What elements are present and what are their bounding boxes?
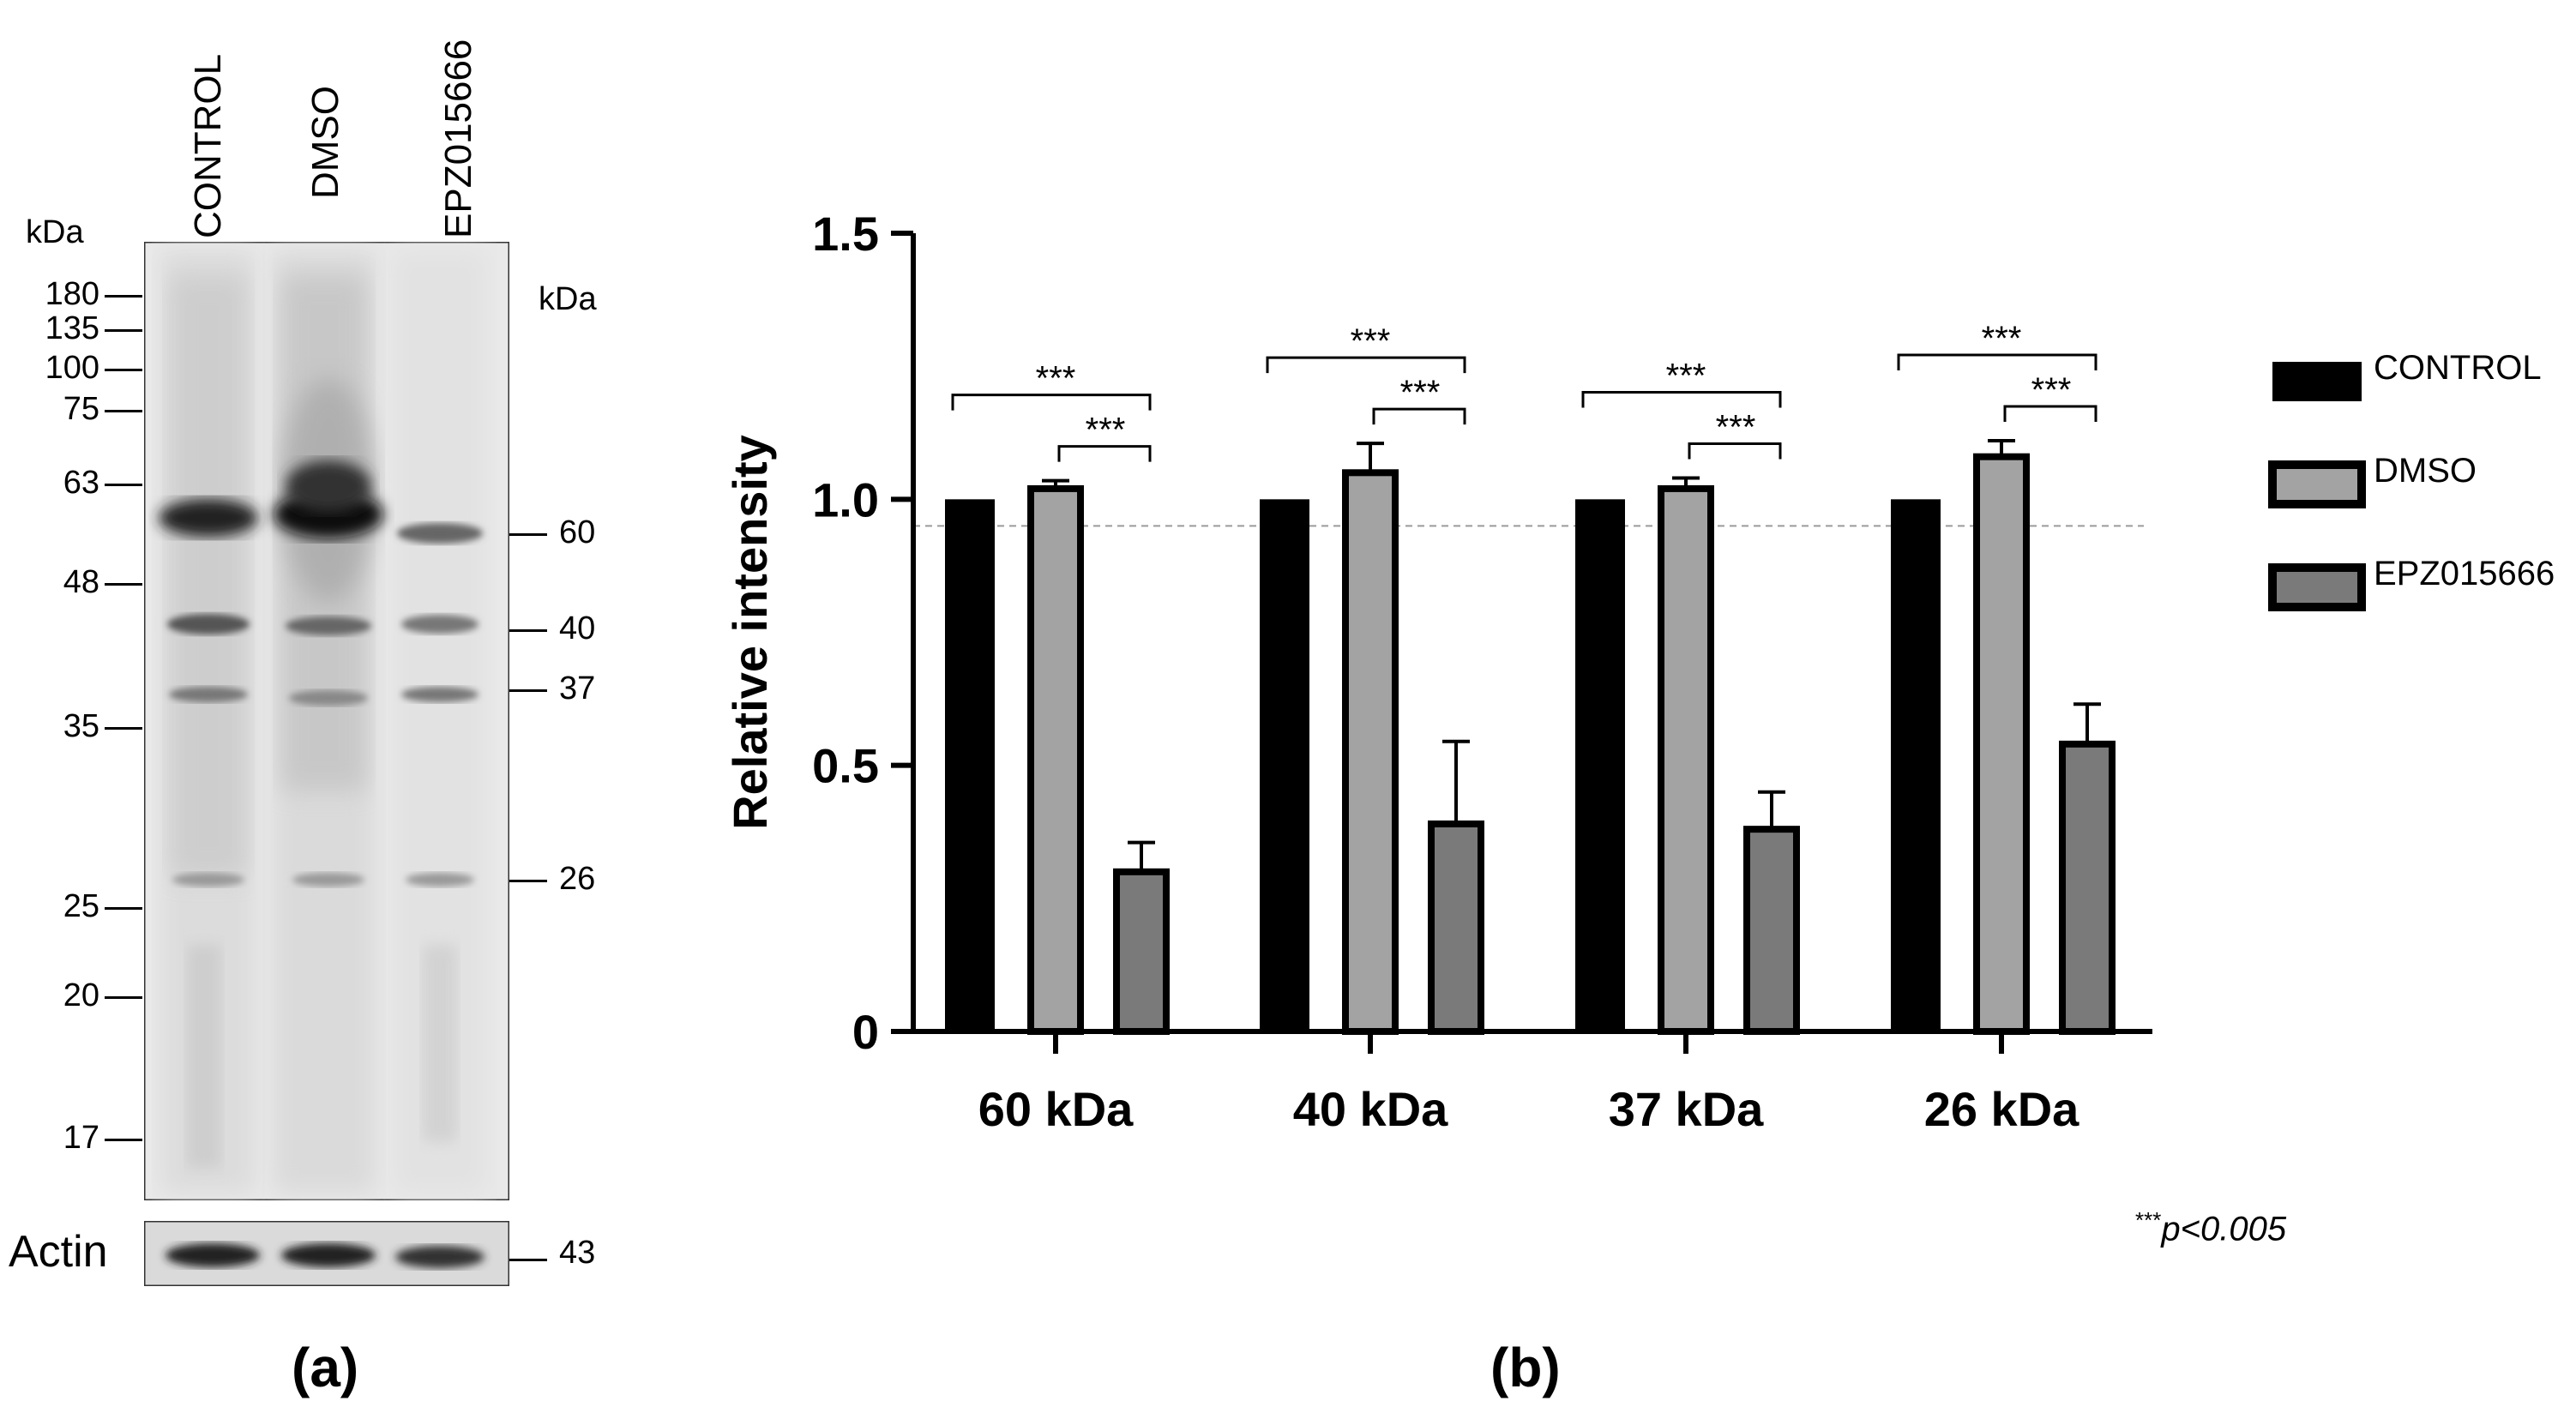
significance-bracket [1581, 391, 1782, 408]
legend-swatch [2268, 460, 2366, 508]
bar [1428, 820, 1484, 1035]
marker-tick [509, 629, 547, 632]
bar [1973, 453, 2030, 1035]
marker-tick [105, 369, 142, 371]
legend-label: DMSO [2374, 452, 2477, 490]
significance-bracket [951, 394, 1152, 411]
bar [1575, 499, 1625, 1031]
marker-tick [105, 583, 142, 586]
bar [945, 499, 995, 1031]
marker-tick [105, 1139, 142, 1141]
pvalue-text: p<0.005 [2161, 1210, 2287, 1248]
marker-tick [509, 1259, 547, 1261]
blot-membrane-image [144, 242, 509, 1200]
mw-marker-75: 75 [63, 391, 99, 427]
bar [1260, 499, 1309, 1031]
significance-bracket [1266, 356, 1466, 374]
actin-label: Actin [9, 1227, 108, 1277]
bar [1743, 826, 1800, 1035]
significance-bracket [2003, 405, 2098, 423]
marker-tick [105, 329, 142, 332]
mw-marker-63: 63 [63, 465, 99, 501]
mw-marker-48: 48 [63, 564, 99, 600]
western-blot-panel: kDa kDa CONTROL DMSO EPZ015666 [0, 0, 652, 1413]
mw-marker-180: 180 [45, 276, 99, 312]
significance-bracket [1372, 407, 1466, 425]
marker-tick [509, 533, 547, 536]
mw-marker-35: 35 [63, 708, 99, 744]
legend-swatch [2268, 563, 2366, 611]
significance-label: *** [1036, 360, 1076, 398]
mw-marker-25: 25 [63, 888, 99, 924]
significance-bracket [1057, 445, 1152, 462]
kda-label-right: kDa [539, 281, 597, 317]
significance-label: *** [1982, 320, 2022, 358]
actin-mw-marker: 43 [559, 1235, 596, 1271]
marker-tick [105, 410, 142, 412]
bar [1891, 499, 1941, 1031]
marker-tick [509, 689, 547, 692]
marker-tick [509, 880, 547, 882]
mw-marker-20: 20 [63, 977, 99, 1013]
legend-label: EPZ015666 [2374, 555, 2555, 592]
significance-label: *** [1666, 358, 1706, 395]
panel-label-b: (b) [1490, 1337, 1561, 1398]
y-tick-label: 1.5 [812, 207, 879, 261]
y-tick-label: 0 [852, 1005, 879, 1059]
mw-marker-135: 135 [45, 310, 99, 346]
significance-label: *** [1086, 412, 1126, 449]
marker-tick [105, 484, 142, 486]
marker-tick [105, 996, 142, 999]
bar [1342, 469, 1399, 1035]
significance-bracket [1688, 442, 1782, 460]
significance-bracket [1897, 353, 2098, 371]
y-tick-label: 1.0 [812, 472, 879, 526]
bar [1113, 868, 1170, 1035]
significance-label: *** [1716, 409, 1756, 447]
y-axis-label: Relative intensity [723, 435, 777, 830]
bar [1027, 484, 1084, 1035]
kda-label-left: kDa [26, 214, 84, 250]
x-tick-label: 40 kDa [1293, 1082, 1448, 1136]
x-tick-label: 60 kDa [978, 1082, 1134, 1136]
legend-swatch [2272, 362, 2362, 401]
band-marker-26: 26 [559, 861, 596, 897]
pvalue-stars: *** [2135, 1207, 2162, 1233]
x-tick-label: 37 kDa [1609, 1082, 1764, 1136]
significance-label: *** [1351, 322, 1391, 360]
band-marker-40: 40 [559, 610, 596, 646]
marker-tick [105, 295, 142, 298]
x-tick-label: 26 kDa [1924, 1082, 2079, 1136]
band-marker-60: 60 [559, 514, 596, 550]
significance-label: *** [1400, 374, 1441, 412]
actin-blot-image [144, 1221, 509, 1286]
bar [2059, 740, 2116, 1036]
significance-label: *** [2031, 371, 2072, 409]
mw-marker-17: 17 [63, 1120, 99, 1156]
marker-tick [105, 907, 142, 910]
y-tick-label: 0.5 [812, 739, 879, 793]
marker-tick [105, 727, 142, 730]
mw-marker-100: 100 [45, 350, 99, 386]
pvalue-note: ***p<0.005 [2135, 1207, 2286, 1248]
legend-label: CONTROL [2374, 349, 2542, 387]
panel-label-a: (a) [292, 1337, 359, 1398]
bar [1658, 484, 1714, 1035]
band-marker-37: 37 [559, 670, 596, 706]
